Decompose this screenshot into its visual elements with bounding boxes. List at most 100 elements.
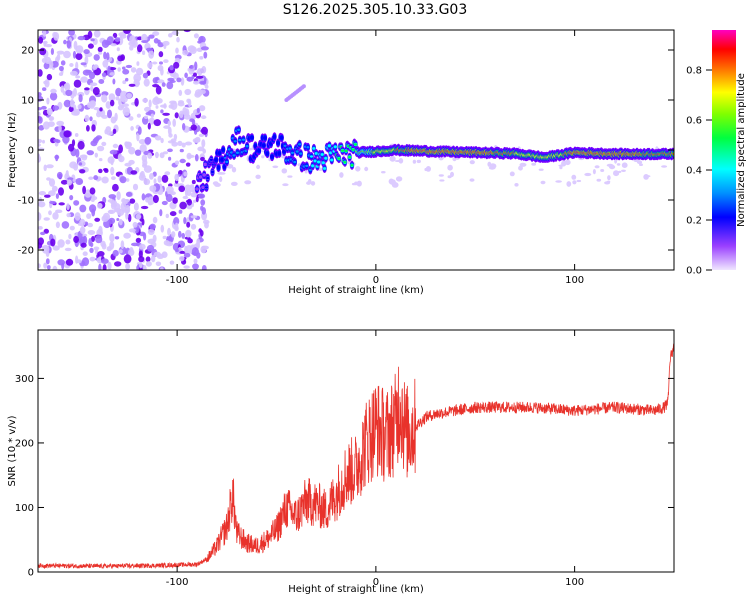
spectrogram-noise-cell	[94, 152, 99, 158]
spectrogram-ridge-core	[320, 153, 324, 156]
spectrogram-noise-cell	[123, 232, 131, 239]
chart-title: S126.2025.305.10.33.G03	[282, 2, 468, 18]
spectrogram-noise-cell	[141, 218, 145, 226]
spectrogram-noise-cell	[112, 183, 119, 192]
spectrogram-noise-cell	[199, 56, 204, 60]
spectrogram-streak-cell	[301, 84, 306, 89]
spectrogram-ridge-core	[317, 160, 321, 164]
spectrogram-noise-cell	[38, 36, 44, 44]
spectrogram-noise-cell	[65, 239, 71, 245]
spectrogram-ridge-core	[312, 147, 316, 150]
spectrogram-noise-cell	[138, 250, 143, 258]
spectrogram-noise-cell	[63, 50, 71, 59]
snr-x-tick-label: 0	[373, 577, 379, 588]
spectrogram-noise-cell	[193, 33, 199, 39]
spectrogram-ridge-core	[309, 155, 314, 158]
spectrogram-noise-cell	[38, 95, 44, 102]
spectrogram-noise-cell	[148, 99, 152, 108]
spectrogram-ridge-core	[348, 155, 352, 159]
spectrogram-noise-cell	[183, 114, 191, 120]
spectrogram-noise-cell	[195, 136, 201, 143]
spectrogram-noise-cell	[112, 128, 117, 134]
spectrogram-noise-cell	[179, 250, 186, 254]
spectrogram-noise-cell	[203, 51, 208, 59]
spectrogram-noise-cell	[63, 83, 69, 90]
spectrogram-ridge-core	[201, 186, 205, 189]
spectrogram-noise-cell	[80, 62, 87, 66]
spectrogram-ridge-core	[327, 144, 331, 147]
spectrogram-noise-cell	[180, 77, 185, 86]
spectrogram-ridge-core	[295, 150, 299, 153]
spectrogram-faint-cell	[255, 174, 261, 179]
spectrogram-noise-cell	[197, 146, 205, 152]
spectrogram-noise-cell	[122, 66, 126, 70]
spectrogram-faint-cell	[564, 159, 571, 166]
spectrogram-noise-cell	[89, 116, 93, 122]
spectrogram-ridge-core	[311, 164, 315, 167]
spectrogram-faint-cell	[339, 172, 344, 178]
spectrogram-noise-cell	[112, 143, 119, 149]
spectrogram-noise-cell	[173, 133, 178, 141]
spectrogram-noise-cell	[160, 104, 167, 108]
spectrogram-noise-cell	[201, 265, 207, 270]
spectrogram-noise-cell	[52, 105, 60, 111]
spectrogram-noise-cell	[38, 92, 42, 97]
spectrogram-noise-cell	[101, 215, 109, 223]
spectrogram-ridge-core	[277, 152, 281, 155]
spectrogram-noise-cell	[90, 100, 96, 108]
spectrogram-noise-cell	[101, 94, 108, 103]
spectrogram-noise-cell	[104, 168, 109, 173]
spectrogram-noise-cell	[55, 154, 59, 162]
spectrogram-noise-cell	[187, 238, 193, 244]
spectrogram-noise-cell	[159, 152, 165, 159]
spectrogram-noise-cell	[161, 200, 168, 206]
spectrogram-noise-cell	[193, 258, 198, 264]
spectrogram-ridge-core	[221, 148, 225, 151]
spectrogram-noise-cell	[204, 84, 209, 89]
spectrogram-noise-cell	[46, 164, 54, 169]
spectrogram-noise-cell	[189, 65, 194, 69]
spectrogram-ridge-core	[232, 154, 236, 157]
snr-y-tick-label: 300	[15, 374, 34, 385]
spectrogram-noise-cell	[157, 42, 164, 48]
spectrogram-noise-cell	[112, 78, 116, 85]
spectrogram-faint-cell	[607, 175, 611, 181]
colorbar-ticks: 0.0 0.2 0.4 0.6 0.8	[686, 66, 712, 277]
spectrogram-noise-cell	[103, 51, 107, 60]
spectrogram-noise-cell	[184, 141, 193, 146]
spectrogram-noise-cell	[72, 50, 77, 59]
spectrogram-ridge-core	[324, 157, 328, 160]
spectrogram-faint-cell	[398, 158, 404, 164]
spectrogram-noise-cell	[148, 34, 155, 39]
spectrogram-noise-cell	[123, 254, 132, 264]
spectrogram-noise-cell	[79, 226, 86, 234]
spectrogram-noise-cell	[128, 213, 132, 223]
spectrogram-noise-cell	[135, 213, 141, 220]
spectrogram-noise-cell	[98, 263, 102, 270]
spectrogram-ridge-core	[241, 138, 246, 141]
spectrogram-noise-cell	[109, 241, 115, 250]
spectrogram-faint-cell	[566, 181, 572, 187]
spectrogram-noise-cell	[50, 88, 57, 94]
spectrogram-noise-cell	[201, 126, 208, 135]
spectrogram-noise-cell	[184, 72, 188, 79]
snr-line	[38, 343, 674, 570]
spectrogram-noise-cell	[161, 174, 169, 183]
spectrogram-noise-cell	[75, 45, 84, 54]
spectrogram-noise-cell	[176, 77, 182, 83]
spectrogram-noise-cell	[78, 94, 83, 103]
spectrogram-noise-cell	[191, 119, 196, 126]
spectrogram-ridge-core	[340, 149, 345, 152]
spectrogram-noise-cell	[129, 45, 134, 51]
snr-frame	[37, 329, 675, 573]
spectrogram-noise-cell	[140, 205, 149, 210]
spectrogram-noise-cell	[186, 221, 191, 228]
spectrogram-noise-cell	[176, 36, 180, 43]
spectrogram-noise-cell	[175, 248, 179, 253]
spectrogram-noise-cell	[125, 263, 130, 270]
spectrogram-ridge-core	[354, 143, 358, 146]
spectrogram-noise-cell	[195, 75, 204, 79]
spectrogram-faint-cell	[487, 161, 492, 167]
spectrogram-noise-cell	[142, 98, 149, 103]
spectrogram-noise-cell	[152, 77, 159, 84]
